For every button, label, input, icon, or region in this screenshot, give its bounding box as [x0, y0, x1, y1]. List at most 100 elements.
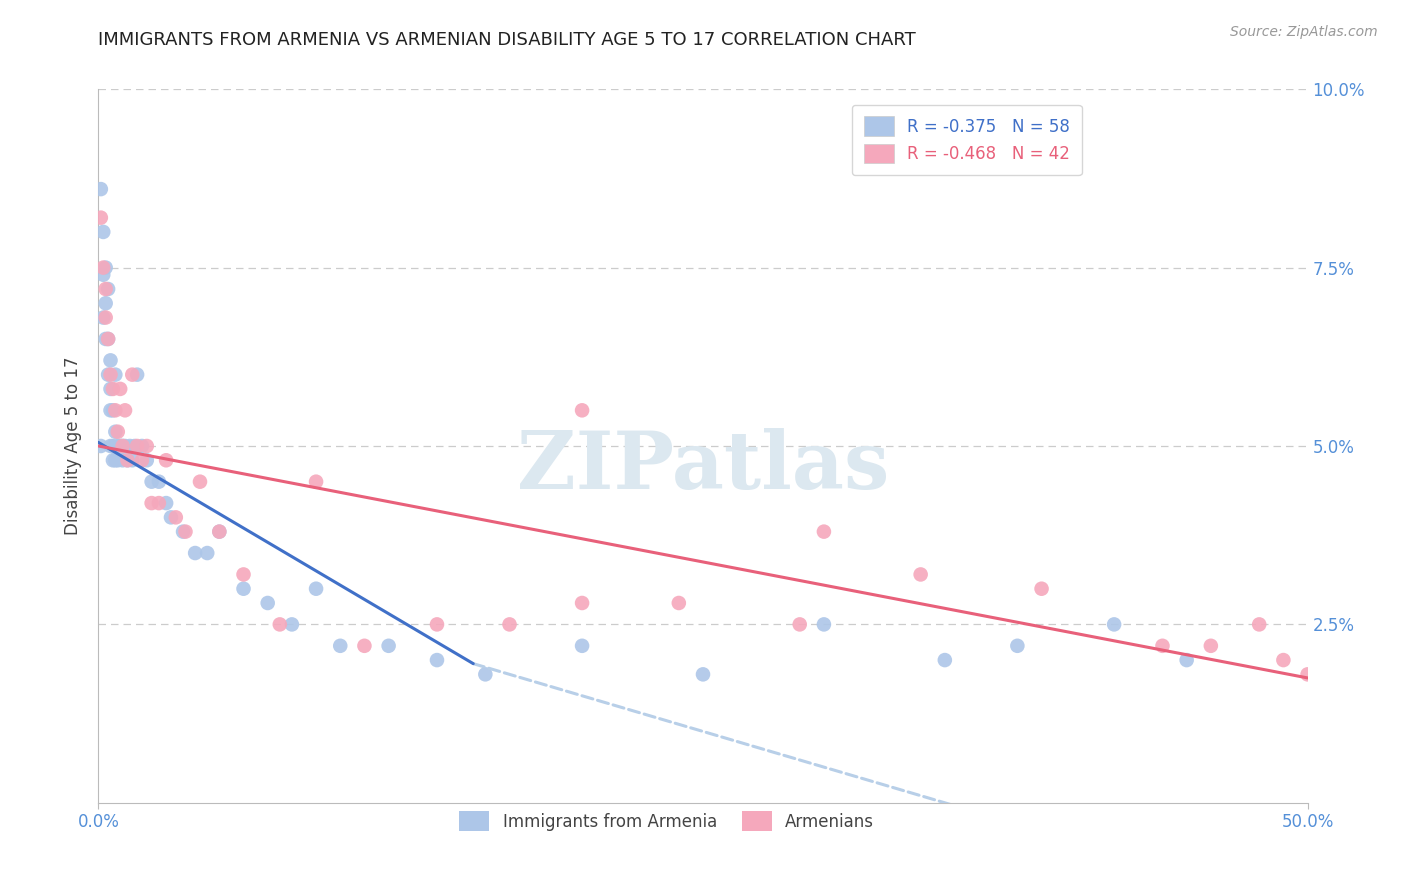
Point — [114, 439, 136, 453]
Point — [91, 260, 114, 275]
Point — [127, 368, 149, 382]
Point — [91, 268, 114, 282]
Point — [124, 439, 146, 453]
Text: IMMIGRANTS FROM ARMENIA VS ARMENIAN DISABILITY AGE 5 TO 17 CORRELATION CHART: IMMIGRANTS FROM ARMENIA VS ARMENIAN DISA… — [98, 31, 917, 49]
Point — [111, 439, 134, 453]
Point — [100, 439, 122, 453]
Point — [1272, 653, 1295, 667]
Point — [104, 425, 127, 439]
Point — [160, 510, 183, 524]
Point — [114, 403, 136, 417]
Point — [692, 667, 714, 681]
Point — [91, 225, 114, 239]
Text: Source: ZipAtlas.com: Source: ZipAtlas.com — [1230, 25, 1378, 39]
Point — [474, 667, 496, 681]
Point — [281, 617, 304, 632]
Point — [94, 332, 117, 346]
Point — [789, 617, 811, 632]
Point — [135, 453, 157, 467]
Point — [571, 403, 593, 417]
Point — [118, 439, 141, 453]
Point — [155, 496, 177, 510]
Point — [174, 524, 197, 539]
Point — [148, 496, 170, 510]
Point — [101, 439, 124, 453]
Point — [188, 475, 211, 489]
Point — [108, 382, 131, 396]
Point — [135, 439, 157, 453]
Point — [100, 368, 122, 382]
Point — [305, 475, 328, 489]
Point — [232, 582, 254, 596]
Point — [121, 453, 143, 467]
Point — [256, 596, 278, 610]
Point — [101, 382, 124, 396]
Point — [94, 296, 117, 310]
Point — [813, 524, 835, 539]
Point — [172, 524, 194, 539]
Point — [668, 596, 690, 610]
Point — [94, 260, 117, 275]
Point — [426, 653, 449, 667]
Point — [269, 617, 291, 632]
Point — [1199, 639, 1222, 653]
Point — [195, 546, 218, 560]
Point — [426, 617, 449, 632]
Point — [910, 567, 932, 582]
Point — [131, 439, 153, 453]
Point — [1152, 639, 1174, 653]
Point — [498, 617, 520, 632]
Point — [155, 453, 177, 467]
Point — [1007, 639, 1029, 653]
Point — [107, 425, 129, 439]
Point — [208, 524, 231, 539]
Point — [1249, 617, 1271, 632]
Point — [377, 639, 399, 653]
Point — [1175, 653, 1198, 667]
Point — [184, 546, 207, 560]
Point — [117, 453, 139, 467]
Point — [571, 596, 593, 610]
Point — [1102, 617, 1125, 632]
Point — [165, 510, 187, 524]
Point — [813, 617, 835, 632]
Point — [131, 453, 153, 467]
Point — [100, 353, 122, 368]
Legend: Immigrants from Armenia, Armenians: Immigrants from Armenia, Armenians — [453, 805, 880, 838]
Text: ZIPatlas: ZIPatlas — [517, 428, 889, 507]
Point — [107, 453, 129, 467]
Point — [232, 567, 254, 582]
Point — [97, 282, 120, 296]
Point — [121, 368, 143, 382]
Point — [90, 182, 112, 196]
Point — [97, 332, 120, 346]
Point — [90, 211, 112, 225]
Point — [353, 639, 375, 653]
Point — [934, 653, 956, 667]
Point — [571, 639, 593, 653]
Point — [101, 453, 124, 467]
Point — [108, 439, 131, 453]
Point — [97, 332, 120, 346]
Point — [111, 439, 134, 453]
Point — [208, 524, 231, 539]
Point — [104, 403, 127, 417]
Point — [111, 453, 134, 467]
Point — [117, 453, 139, 467]
Point — [100, 403, 122, 417]
Point — [1296, 667, 1319, 681]
Point — [94, 282, 117, 296]
Point — [104, 453, 127, 467]
Point — [101, 403, 124, 417]
Point — [107, 439, 129, 453]
Point — [127, 439, 149, 453]
Point — [94, 310, 117, 325]
Point — [141, 475, 163, 489]
Point — [100, 382, 122, 396]
Point — [90, 439, 112, 453]
Point — [104, 368, 127, 382]
Point — [329, 639, 352, 653]
Point — [305, 582, 328, 596]
Point — [108, 439, 131, 453]
Point — [141, 496, 163, 510]
